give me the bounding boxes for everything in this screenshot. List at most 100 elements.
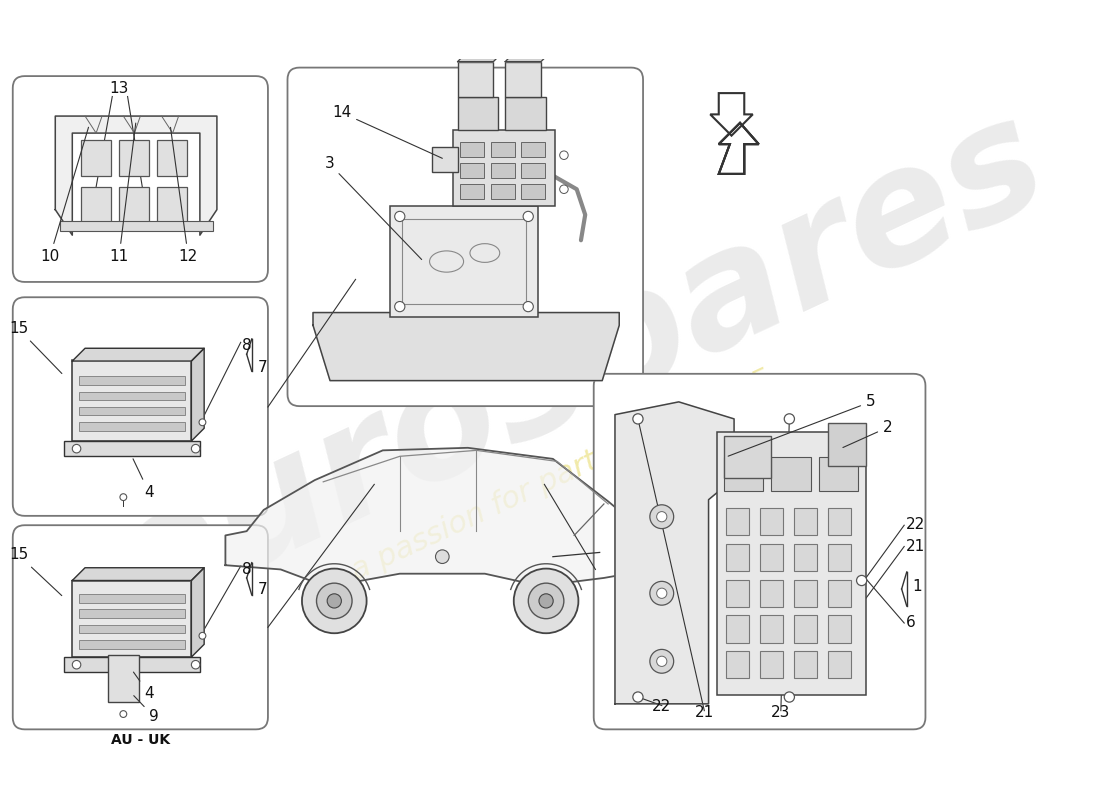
Circle shape (524, 211, 534, 222)
Circle shape (650, 650, 673, 674)
Bar (79, 376, 185, 385)
Circle shape (657, 588, 667, 598)
Bar (827, 651, 851, 678)
Circle shape (436, 550, 449, 563)
Bar (460, 184, 484, 199)
Circle shape (657, 512, 667, 522)
Bar (793, 651, 817, 678)
Bar (793, 544, 817, 571)
Bar (157, 186, 187, 222)
Bar (119, 186, 148, 222)
Text: 12: 12 (170, 127, 198, 264)
Bar (793, 508, 817, 535)
Bar (64, 441, 200, 456)
Circle shape (395, 302, 405, 312)
Circle shape (514, 569, 579, 634)
Bar (726, 615, 749, 642)
Text: 1: 1 (913, 578, 922, 594)
Bar (760, 651, 783, 678)
Bar (491, 142, 515, 157)
Bar (79, 640, 185, 649)
Bar (64, 657, 200, 672)
Bar (79, 422, 185, 430)
Polygon shape (505, 55, 548, 62)
Circle shape (650, 505, 673, 529)
Circle shape (302, 569, 366, 634)
Circle shape (857, 575, 867, 586)
Bar (505, 62, 541, 98)
Text: 23: 23 (771, 706, 791, 721)
Text: 3: 3 (324, 156, 421, 259)
Polygon shape (55, 116, 217, 235)
Circle shape (539, 594, 553, 608)
Polygon shape (314, 313, 619, 381)
Circle shape (120, 710, 127, 718)
Bar (458, 98, 498, 130)
Bar (726, 580, 749, 607)
Bar (827, 544, 851, 571)
Bar (403, 219, 526, 304)
FancyBboxPatch shape (594, 374, 925, 730)
Text: 13: 13 (109, 81, 129, 96)
Bar (453, 130, 556, 206)
Circle shape (632, 692, 644, 702)
Bar (726, 544, 749, 571)
Bar (108, 655, 139, 702)
Circle shape (191, 661, 200, 669)
Circle shape (73, 661, 80, 669)
Text: 21: 21 (695, 706, 714, 721)
Bar (521, 163, 546, 178)
Circle shape (199, 632, 206, 639)
FancyBboxPatch shape (13, 76, 268, 282)
Bar (771, 457, 811, 491)
Circle shape (650, 582, 673, 605)
Polygon shape (191, 348, 205, 441)
Bar (793, 615, 817, 642)
Text: 6: 6 (906, 615, 915, 630)
Bar (521, 142, 546, 157)
Circle shape (395, 211, 405, 222)
Text: 2: 2 (843, 420, 892, 447)
Text: eurospares: eurospares (88, 82, 1069, 649)
Bar (760, 580, 783, 607)
Text: 14: 14 (332, 105, 442, 158)
Circle shape (657, 656, 667, 666)
Text: 10: 10 (41, 127, 88, 264)
Bar (827, 580, 851, 607)
Text: 21: 21 (906, 538, 925, 554)
Bar (79, 392, 185, 400)
Bar (726, 651, 749, 678)
Bar (521, 184, 546, 199)
Bar (73, 360, 191, 441)
Bar (389, 206, 538, 317)
Text: 8: 8 (242, 338, 252, 354)
Circle shape (560, 185, 569, 194)
Text: 22: 22 (652, 698, 671, 714)
Polygon shape (73, 568, 205, 581)
Bar (724, 457, 763, 491)
Circle shape (784, 414, 794, 424)
FancyBboxPatch shape (13, 298, 268, 516)
FancyBboxPatch shape (287, 67, 644, 406)
Circle shape (73, 445, 80, 453)
Bar (827, 423, 866, 466)
Circle shape (524, 302, 534, 312)
Circle shape (120, 494, 127, 501)
Bar (79, 407, 185, 415)
Text: 15: 15 (9, 322, 62, 374)
Circle shape (317, 583, 352, 618)
Circle shape (191, 445, 200, 453)
Bar (80, 186, 111, 222)
Polygon shape (73, 348, 205, 361)
Bar (505, 98, 546, 130)
Polygon shape (191, 568, 205, 657)
Bar (80, 140, 111, 176)
FancyBboxPatch shape (13, 526, 268, 730)
Bar (59, 221, 212, 231)
Polygon shape (458, 55, 500, 62)
Bar (119, 140, 148, 176)
Text: 22: 22 (906, 518, 925, 533)
Polygon shape (226, 448, 676, 582)
Bar (79, 610, 185, 618)
Bar (157, 140, 187, 176)
